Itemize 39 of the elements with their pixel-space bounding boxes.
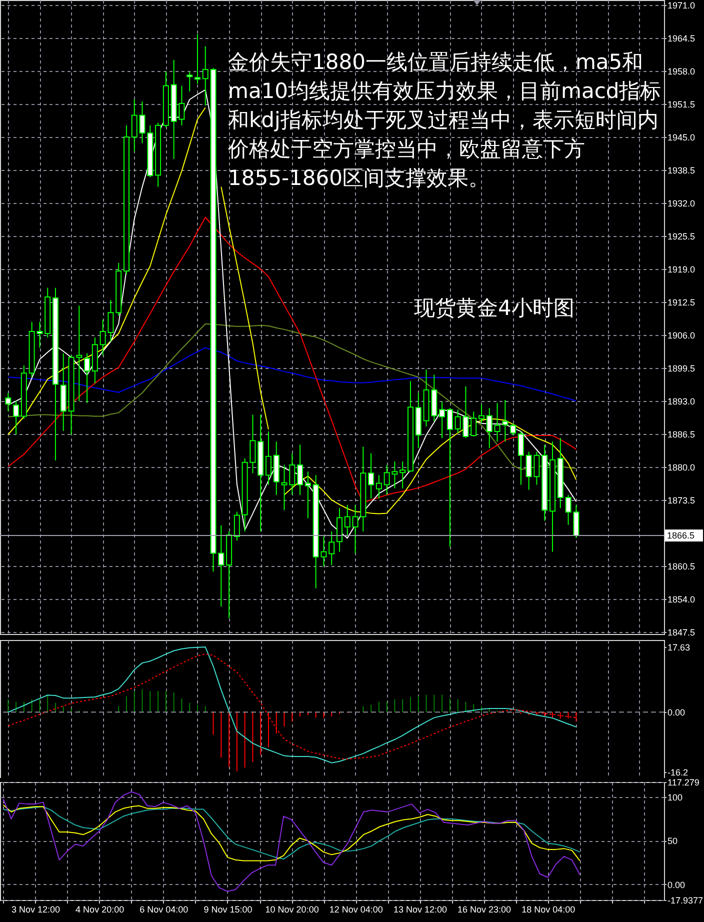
y-tick-label: 1906.0	[668, 330, 696, 341]
y-tick-label: 1964.5	[668, 34, 696, 44]
x-tick-label: 10 Nov 20:00	[265, 904, 319, 914]
y-tick-label: 17.63	[668, 642, 690, 652]
y-tick-label: 1860.5	[668, 561, 696, 572]
y-tick-label: -16.2	[668, 768, 688, 778]
y-tick-label: 1958.0	[668, 66, 696, 77]
y-tick-label: -17.9377	[668, 896, 704, 906]
y-tick-label: 1893.0	[668, 396, 696, 407]
x-tick-label: 18 Nov 04:00	[522, 904, 576, 914]
y-tick-label: 50	[668, 836, 678, 846]
annotation: 现货黄金4小时图	[414, 296, 574, 320]
y-tick-label: 1919.0	[668, 264, 696, 275]
x-tick-label: 4 Nov 20:00	[76, 904, 124, 914]
y-tick-label: 1932.0	[668, 198, 696, 209]
y-tick-label: 1938.5	[668, 166, 696, 176]
y-tick-label: 1951.5	[668, 100, 696, 110]
y-tick-label: 1880.0	[668, 462, 696, 472]
x-tick-label: 13 Nov 12:00	[393, 904, 447, 914]
annotation: 金价失守1880一线位置后持续走低，ma5和ma10均线提供有效压力效果，目前macd指标和kdj指标均处于死叉过程当中，表示短时间内价格处于空方掌控当中，欧盘留意下方1855-1860区间支撑效果。	[228, 49, 662, 192]
y-tick-label: 1925.5	[668, 232, 696, 242]
x-tick-label: 3 Nov 12:00	[11, 904, 60, 914]
y-tick-label: 117.279	[668, 778, 700, 788]
y-tick-label: 1912.5	[668, 298, 696, 308]
y-tick-label: 0.00	[668, 880, 686, 890]
ref-line-label: 1866.5	[667, 530, 695, 541]
y-tick-label: 1886.5	[668, 430, 696, 440]
x-tick-label: 6 Nov 04:00	[140, 904, 188, 914]
y-tick-label: 1873.5	[668, 495, 696, 506]
y-tick-label: 1945.0	[668, 132, 696, 143]
x-tick-label: 9 Nov 15:00	[204, 904, 252, 914]
y-tick-label: 100	[668, 792, 683, 803]
x-tick-label: 16 Nov 23:00	[458, 904, 512, 914]
y-tick-label: 1899.5	[668, 364, 696, 374]
x-tick-label: 12 Nov 04:00	[329, 904, 383, 914]
y-tick-label: 1847.5	[668, 627, 696, 638]
y-tick-label: 0.00	[668, 708, 686, 718]
y-tick-label: 1854.0	[668, 594, 696, 604]
y-tick-label: 1971.0	[668, 0, 696, 11]
